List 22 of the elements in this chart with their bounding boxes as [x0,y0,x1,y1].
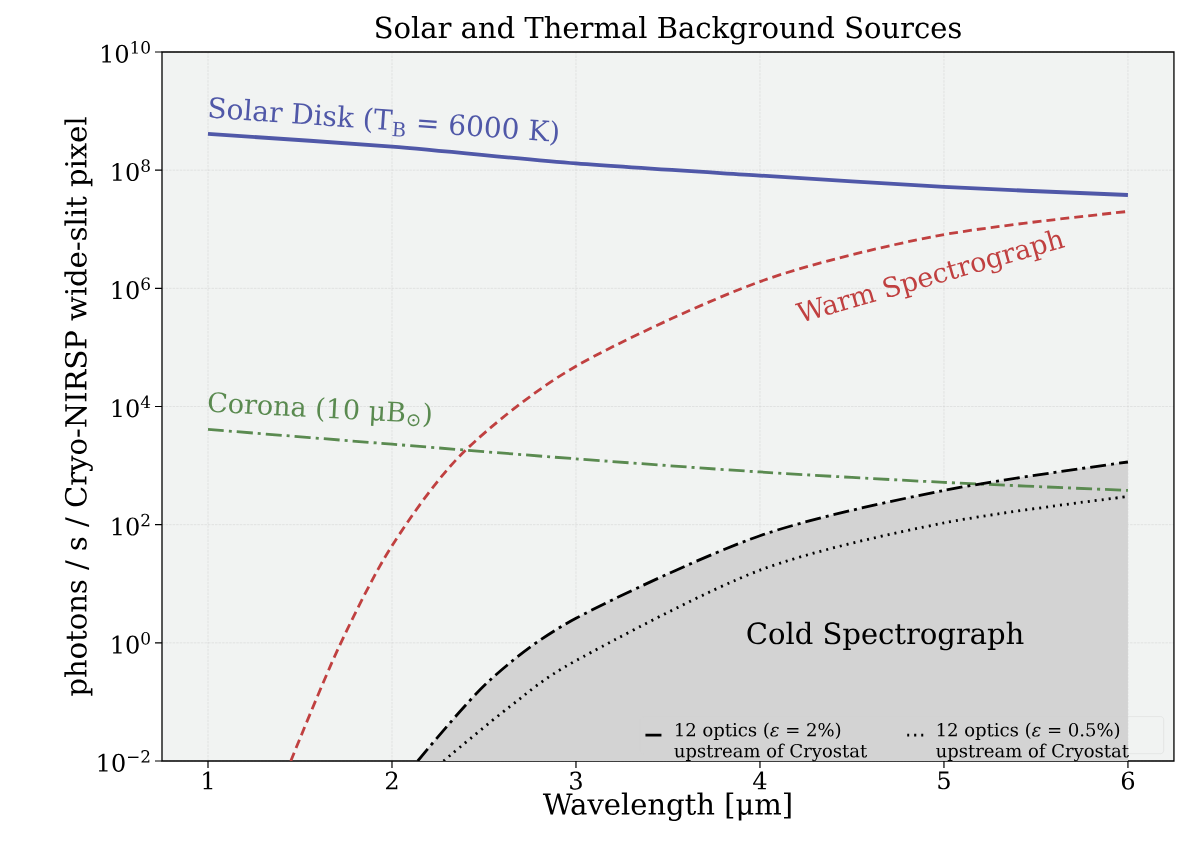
chart-title: Solar and Thermal Background Sources [376,16,961,45]
y-tick-label: 10$^{−2}$ [98,750,150,772]
legend-label: 12 optics (ε = 0.5%) upstream of Cryostat [936,722,1129,762]
x-tick-label: 5 [938,771,950,790]
legend-label: 12 optics (ε = 2%) upstream of Cryostat [674,722,868,762]
y-tick-label: 10$^{10}$ [102,41,150,63]
y-tick-label: 10$^{2}$ [112,513,150,536]
x-tick-label: 1 [203,771,213,790]
x-tick-label: 6 [1121,771,1135,790]
y-tick-label: 10$^{4}$ [112,395,151,418]
y-tick-label: 10$^{6}$ [112,277,150,300]
x-tick-label: 2 [385,771,398,790]
x-tick-label: 4 [753,771,767,790]
annotation: Solar Disk (T$_{B}$ = 6000 K) [209,97,558,146]
x-axis-title: Wavelength [μm] [542,792,791,821]
annotation: Cold Spectrograph [747,621,1024,651]
x-tick-label: 3 [570,771,582,790]
annotation: Corona (10 μB$_{⊙}$) [208,392,431,428]
y-axis-title: photons / s / Cryo-NIRSP wide-slit pixel [64,117,93,696]
y-tick-label: 10$^{0}$ [112,631,150,654]
line-series [206,427,1130,492]
y-tick-label: 10$^{8}$ [112,159,150,182]
